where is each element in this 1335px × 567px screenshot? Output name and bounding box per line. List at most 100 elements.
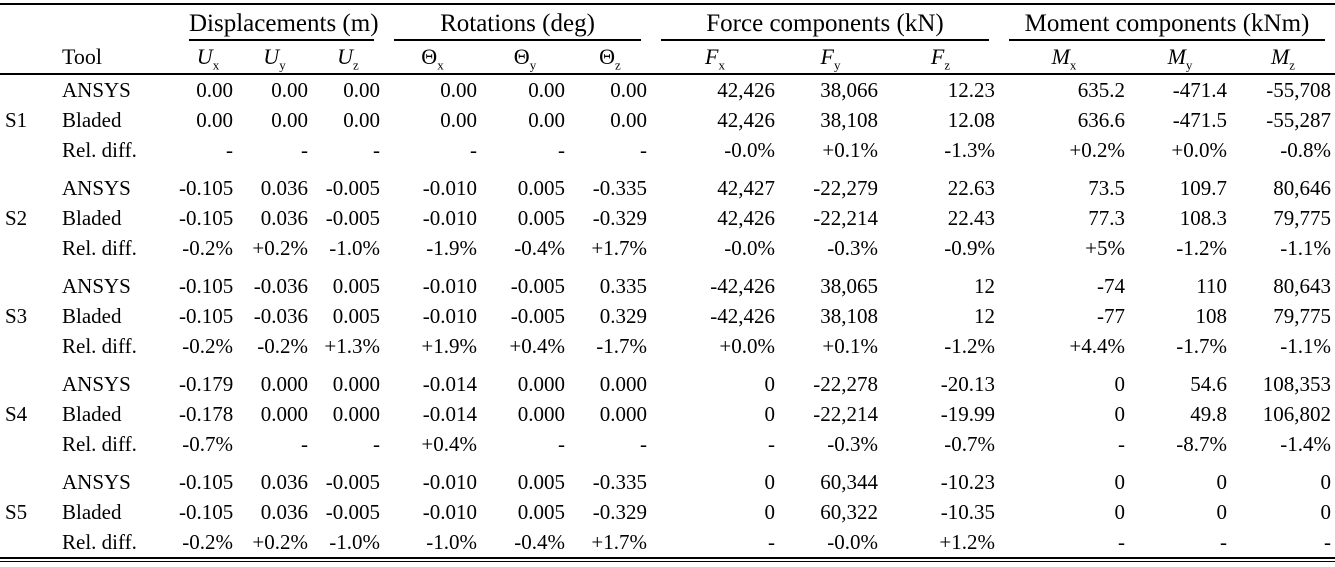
value-cell: -0.2%: [182, 333, 233, 358]
value-cell: 635.2: [1077, 77, 1126, 102]
value-cell: -1.0%: [329, 235, 380, 260]
group-header-rotations: Rotations (deg): [384, 4, 651, 41]
table-row: Rel. diff. -0.7% - - +0.4% - - - -0.3% -0.7% - -8.7…: [0, 429, 1335, 459]
table-row: Rel. diff. -0.2% +0.2% -1.0% -1.9% -0.4% +1.7%…: [0, 233, 1335, 263]
value-cell: -0.005: [510, 273, 565, 298]
value-cell: 12: [974, 273, 996, 298]
value-cell: -: [373, 431, 380, 456]
value-cell: -: [640, 431, 647, 456]
value-cell: 0.005: [517, 175, 565, 200]
value-cell: -0.329: [592, 499, 647, 524]
value-cell: +5%: [1085, 235, 1126, 260]
value-cell: 0.005: [517, 469, 565, 494]
value-cell: 38,065: [820, 273, 878, 298]
value-cell: 0.000: [517, 401, 565, 426]
value-cell: -: [558, 137, 565, 162]
value-cell: 0.000: [332, 371, 380, 396]
group-header-forces: Force components (kN): [651, 4, 999, 41]
value-cell: 0.005: [332, 273, 380, 298]
value-cell: -55,287: [1266, 107, 1332, 132]
value-cell: -0.014: [422, 371, 477, 396]
tool-cell: Bladed: [62, 107, 122, 132]
value-cell: 79,775: [1273, 303, 1332, 328]
value-cell: 79,775: [1273, 205, 1332, 230]
value-cell: -: [373, 137, 380, 162]
value-cell: +0.2%: [1069, 137, 1126, 162]
group-title: Moment components (kNm): [1009, 10, 1326, 41]
value-cell: 77.3: [1088, 205, 1126, 230]
value-cell: 0.00: [440, 107, 477, 132]
table-row: Rel. diff. -0.2% +0.2% -1.0% -1.0% -0.4% +1.7%…: [0, 527, 1335, 558]
value-cell: 0: [1114, 371, 1126, 396]
value-cell: -0.014: [422, 401, 477, 426]
value-cell: -0.7%: [182, 431, 233, 456]
symbol: U: [196, 44, 213, 69]
tool-cell: Rel. diff.: [62, 235, 137, 260]
value-cell: +1.2%: [939, 529, 996, 554]
value-cell: 38,108: [820, 303, 878, 328]
value-cell: 80,643: [1273, 273, 1332, 298]
value-cell: -: [558, 431, 565, 456]
tool-cell: Bladed: [62, 303, 122, 328]
value-cell: 22.63: [947, 175, 996, 200]
value-cell: -0.105: [179, 303, 234, 328]
value-cell: 106,802: [1262, 401, 1332, 426]
ansys-bladed-comparison-table: Displacements (m) Rotations (deg) Force …: [0, 3, 1335, 559]
symbol: Θ: [513, 44, 530, 69]
value-cell: 73.5: [1088, 175, 1126, 200]
value-cell: -: [1118, 431, 1126, 456]
value-cell: 0.00: [271, 77, 308, 102]
group-header-spacer: [0, 4, 179, 41]
group-title: Rotations (deg): [394, 10, 641, 41]
value-cell: -22,279: [813, 175, 878, 200]
value-cell: 0.00: [196, 107, 233, 132]
tool-cell: Rel. diff.: [62, 333, 137, 358]
value-cell: 636.6: [1077, 107, 1126, 132]
section-gap: [0, 459, 1335, 467]
col-header-tool: Tool: [57, 41, 179, 75]
table-row: Bladed -0.105 0.036 -0.005 -0.010 0.005 -0.329…: [0, 497, 1335, 527]
value-cell: -: [226, 137, 233, 162]
value-cell: -0.036: [253, 273, 308, 298]
value-cell: -1.0%: [329, 529, 380, 554]
col-header-theta-x: Θx: [384, 41, 481, 75]
value-cell: -22,278: [813, 371, 878, 396]
symbol: F: [930, 44, 945, 69]
value-cell: -0.335: [592, 175, 647, 200]
value-cell: 22.43: [947, 205, 996, 230]
col-header-fx: Fx: [651, 41, 779, 75]
value-cell: -0.0%: [724, 235, 775, 260]
value-cell: 0.00: [528, 107, 565, 132]
subscript: y: [529, 57, 537, 73]
value-cell: -0.105: [179, 205, 234, 230]
value-cell: 110: [1196, 273, 1228, 298]
value-cell: 108.3: [1179, 205, 1228, 230]
value-cell: -: [301, 137, 308, 162]
value-cell: -0.2%: [257, 333, 308, 358]
value-cell: 38,066: [820, 77, 878, 102]
value-cell: -0.010: [422, 499, 477, 524]
value-cell: -77: [1097, 303, 1126, 328]
table-row: S1 ANSYS 0.00 0.00 0.00 0.00 0.00 0.00 42,426 38,…: [0, 74, 1335, 132]
value-cell: 0: [1114, 401, 1126, 426]
col-header-ux: Ux: [179, 41, 237, 75]
col-header-fy: Fy: [779, 41, 882, 75]
section-gap: [0, 165, 1335, 173]
value-cell: 0: [764, 401, 776, 426]
value-cell: -1.2%: [944, 333, 996, 358]
subscript: y: [279, 57, 286, 73]
value-cell: -0.0%: [827, 529, 878, 554]
col-header-fz: Fz: [882, 41, 1000, 75]
value-cell: +4.4%: [1069, 333, 1126, 358]
value-cell: -0.0%: [724, 137, 775, 162]
value-cell: +0.2%: [252, 529, 308, 554]
section-label: S1: [5, 107, 28, 132]
value-cell: 0: [1114, 469, 1126, 494]
value-cell: 49.8: [1190, 401, 1228, 426]
value-cell: -0.005: [325, 499, 380, 524]
value-cell: -74: [1097, 273, 1126, 298]
tool-cell: ANSYS: [62, 273, 131, 298]
value-cell: 0.00: [610, 77, 647, 102]
value-cell: 0: [764, 499, 776, 524]
symbol: M: [1270, 44, 1290, 69]
